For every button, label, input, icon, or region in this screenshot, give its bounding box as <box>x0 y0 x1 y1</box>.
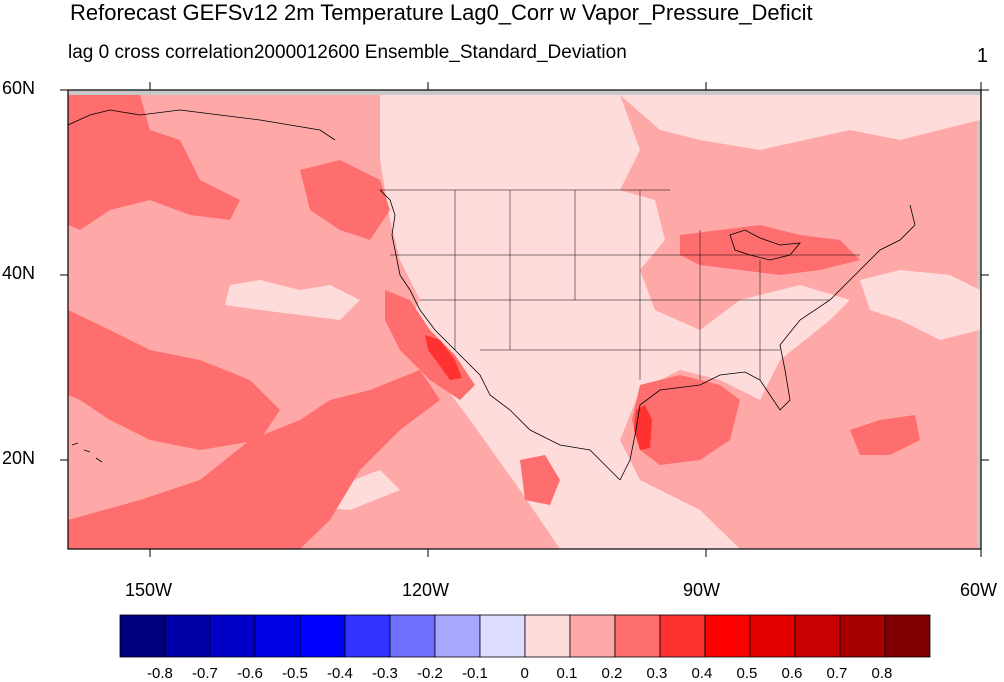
field-mid-pacific-central <box>68 310 280 450</box>
hawaii-islands <box>71 442 103 463</box>
colorbar-label: 0 <box>520 665 529 682</box>
colorbar-box <box>479 614 526 658</box>
colorbar-box <box>119 614 166 658</box>
state-borders <box>380 189 860 380</box>
lon-label-120w: 120W <box>402 580 450 600</box>
colorbar-label: -0.1 <box>462 665 488 682</box>
field-mid-great-lakes <box>680 225 860 275</box>
field-mid-pacific-west <box>68 95 240 230</box>
right-string: 1 <box>976 45 988 67</box>
lon-label-60w: 60W <box>960 580 998 600</box>
plot-subtitle: lag 0 cross correlation2000012600 Ensemb… <box>68 42 627 63</box>
lon-label-150w: 150W <box>125 580 173 600</box>
colorbar-box <box>389 614 436 658</box>
colorbar-label: 0.5 <box>736 665 758 682</box>
colorbar-box <box>884 614 931 658</box>
field-light-atlantic-patch <box>860 270 980 340</box>
colorbar-label: 0.2 <box>601 665 623 682</box>
coastline-alaska <box>67 109 336 141</box>
colorbar-label: 0.6 <box>781 665 803 682</box>
colorbar-label: -0.4 <box>327 665 353 682</box>
colorbar-box <box>164 614 211 658</box>
missing-top-edge <box>68 90 981 95</box>
colorbar-label: 0.1 <box>556 665 578 682</box>
field-mid-northwest <box>300 160 390 240</box>
colorbar-box <box>209 614 256 658</box>
field-mid-yucatan <box>520 455 560 505</box>
colorbar-box <box>299 614 346 658</box>
coastline-gulf <box>619 204 916 481</box>
field-mid-caribbean <box>850 415 920 455</box>
axis-ticks <box>60 82 989 557</box>
lon-label-90w: 90W <box>683 580 721 600</box>
colorbar-label: -0.5 <box>282 665 308 682</box>
colorbar-label: -0.8 <box>147 665 173 682</box>
colorbar-box <box>254 614 301 658</box>
colorbar-label: -0.6 <box>237 665 263 682</box>
colorbar-box <box>569 614 616 658</box>
colorbar-box <box>659 614 706 658</box>
colorbar-label: 0.7 <box>826 665 848 682</box>
field-mid-southern-band <box>68 370 440 549</box>
colorbar-box <box>704 614 751 658</box>
lat-label-20n: 20N <box>2 448 36 468</box>
colorbar-box <box>839 614 886 658</box>
field-light-pacific-patch <box>225 280 360 320</box>
colorbar-label: -0.3 <box>372 665 398 682</box>
colorbar-label: 0.3 <box>646 665 668 682</box>
colorbar-box <box>749 614 796 658</box>
map-field <box>68 90 981 549</box>
great-lakes-outline <box>729 229 801 261</box>
field-mid-gulf <box>632 375 740 465</box>
plot-title: Reforecast GEFSv12 2m Temperature Lag0_C… <box>70 0 813 25</box>
colorbar-box <box>344 614 391 658</box>
colorbar-label: -0.2 <box>417 665 443 682</box>
field-light-canada <box>620 95 980 150</box>
lat-label-40n: 40N <box>2 263 36 283</box>
colorbar <box>119 614 931 658</box>
field-high-baja <box>425 335 462 380</box>
field-light-interior <box>380 95 850 549</box>
colorbar-box <box>524 614 571 658</box>
map-frame <box>67 89 982 550</box>
colorbar-box <box>794 614 841 658</box>
colorbar-box <box>434 614 481 658</box>
colorbar-label: 0.8 <box>871 665 893 682</box>
colorbar-box <box>614 614 661 658</box>
colorbar-label: 0.4 <box>691 665 713 682</box>
colorbar-label: -0.7 <box>192 665 218 682</box>
lat-label-60n: 60N <box>2 78 36 98</box>
